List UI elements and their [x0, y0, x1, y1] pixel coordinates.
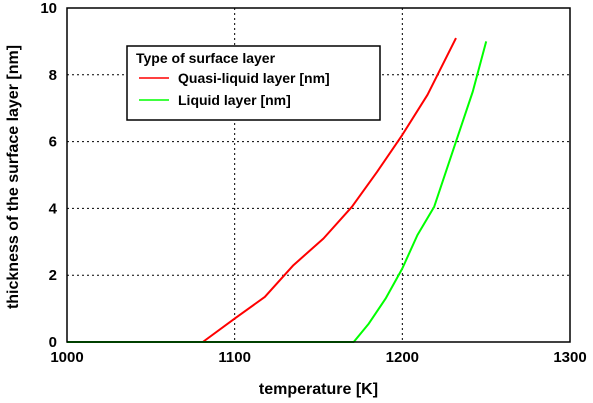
x-tick-label: 1300 [553, 349, 586, 366]
x-tick-label: 1100 [218, 349, 251, 366]
y-tick-label: 2 [49, 267, 57, 284]
y-tick-label: 4 [49, 200, 58, 217]
plot-frame [66, 7, 571, 343]
series-layer [67, 37, 488, 343]
series-line-1 [67, 37, 457, 343]
y-axis-label: thickness of the surface layer [nm] [5, 45, 22, 309]
x-axis-label: temperature [K] [259, 381, 378, 398]
series-line-2 [67, 41, 488, 343]
y-tick-label: 6 [49, 134, 57, 151]
x-tick-label: 1200 [386, 349, 419, 366]
legend-entry: Liquid layer [nm] [178, 92, 291, 108]
legend-title: Type of surface layer [136, 50, 276, 66]
y-tick-label: 0 [49, 334, 57, 351]
legend-items: Quasi-liquid layer [nm] Liquid layer [nm] [139, 70, 330, 108]
y-tick-label: 10 [40, 0, 57, 17]
legend-entry: Quasi-liquid layer [nm] [178, 70, 330, 86]
legend: Type of surface layer Quasi-liquid layer… [126, 45, 381, 121]
tick-labels: 1000 1100 1200 1300 0 2 4 6 8 10 [40, 0, 586, 366]
y-tick-label: 8 [49, 67, 57, 84]
x-tick-label: 1000 [50, 349, 83, 366]
legend-box [126, 45, 381, 121]
